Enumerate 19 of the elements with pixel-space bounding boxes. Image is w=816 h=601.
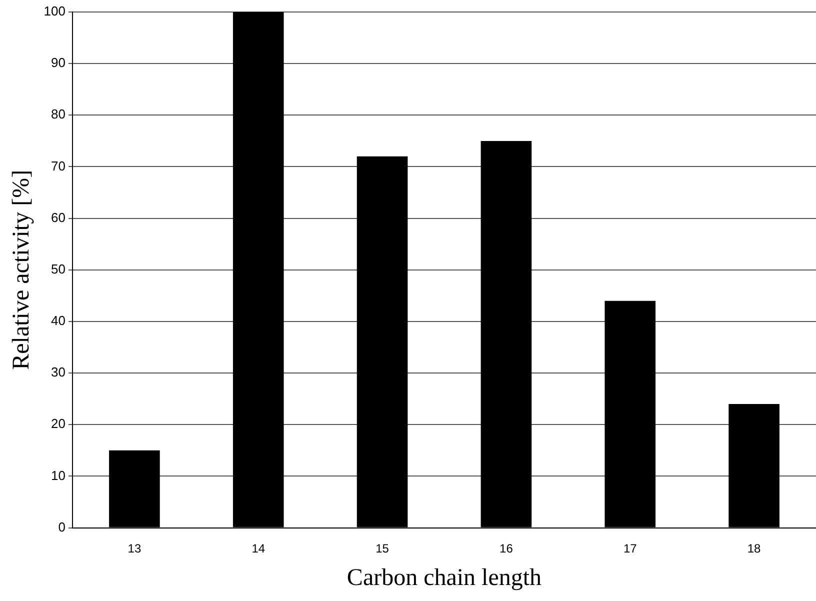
y-tick-label: 60	[51, 210, 66, 225]
y-tick-label: 70	[51, 158, 66, 174]
y-tick-label: 50	[51, 261, 66, 276]
x-tick-label: 17	[623, 541, 638, 556]
y-tick-label: 30	[51, 364, 66, 380]
x-tick-label: 18	[747, 541, 762, 556]
x-tick-label: 13	[128, 541, 142, 556]
y-axis-title: Relative activity [%]	[8, 170, 35, 370]
y-tick-label: 0	[58, 519, 66, 534]
x-tick-label: 16	[500, 541, 514, 556]
y-tick-label: 90	[51, 55, 66, 70]
x-axis-title: Carbon chain length	[346, 564, 542, 591]
x-tick-label: 15	[376, 541, 390, 556]
y-tick-label: 100	[44, 4, 66, 19]
y-tick-label: 20	[51, 416, 66, 432]
x-tick-label: 14	[252, 541, 266, 556]
y-tick-label: 80	[51, 106, 66, 122]
y-tick-label: 40	[51, 313, 66, 328]
y-tick-label: 10	[51, 468, 66, 483]
